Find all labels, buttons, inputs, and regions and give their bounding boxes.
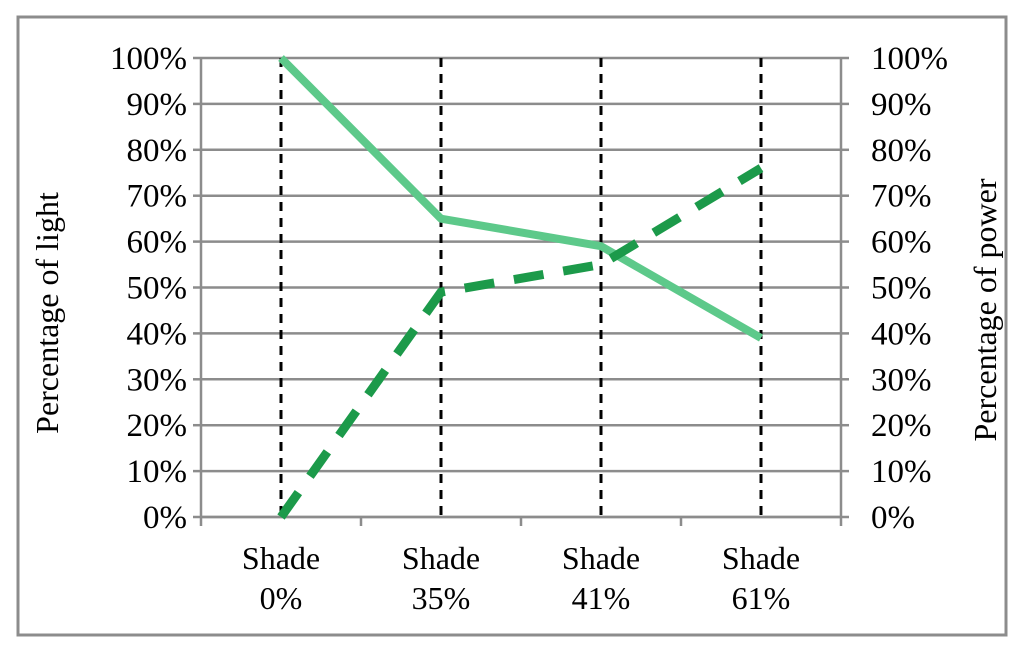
y-tick-label-right: 90%	[871, 87, 932, 123]
y-tick-label-left: 80%	[127, 133, 188, 169]
y-tick-label-left: 90%	[127, 87, 188, 123]
y-tick-label-left: 60%	[127, 225, 188, 261]
y-axis-title-right: Percentage of power	[967, 178, 1003, 441]
y-tick-label-right: 60%	[871, 225, 932, 261]
y-tick-label-left: 10%	[127, 454, 188, 490]
y-tick-label-left: 40%	[127, 316, 188, 352]
y-tick-label-left: 0%	[143, 500, 187, 536]
y-tick-label-right: 20%	[871, 408, 932, 444]
y-tick-label-right: 100%	[871, 41, 948, 77]
y-tick-label-right: 0%	[871, 500, 915, 536]
y-tick-label-right: 30%	[871, 362, 932, 398]
y-tick-label-left: 20%	[127, 408, 188, 444]
y-tick-label-left: 70%	[127, 179, 188, 215]
y-tick-label-right: 70%	[871, 179, 932, 215]
y-tick-label-right: 10%	[871, 454, 932, 490]
y-tick-label-right: 50%	[871, 271, 932, 307]
y-tick-label-right: 40%	[871, 316, 932, 352]
y-tick-label-right: 80%	[871, 133, 932, 169]
y-tick-label-left: 100%	[110, 41, 187, 77]
y-tick-label-left: 30%	[127, 362, 188, 398]
y-tick-label-left: 50%	[127, 271, 188, 307]
y-axis-title-left: Percentage of light	[29, 192, 65, 434]
